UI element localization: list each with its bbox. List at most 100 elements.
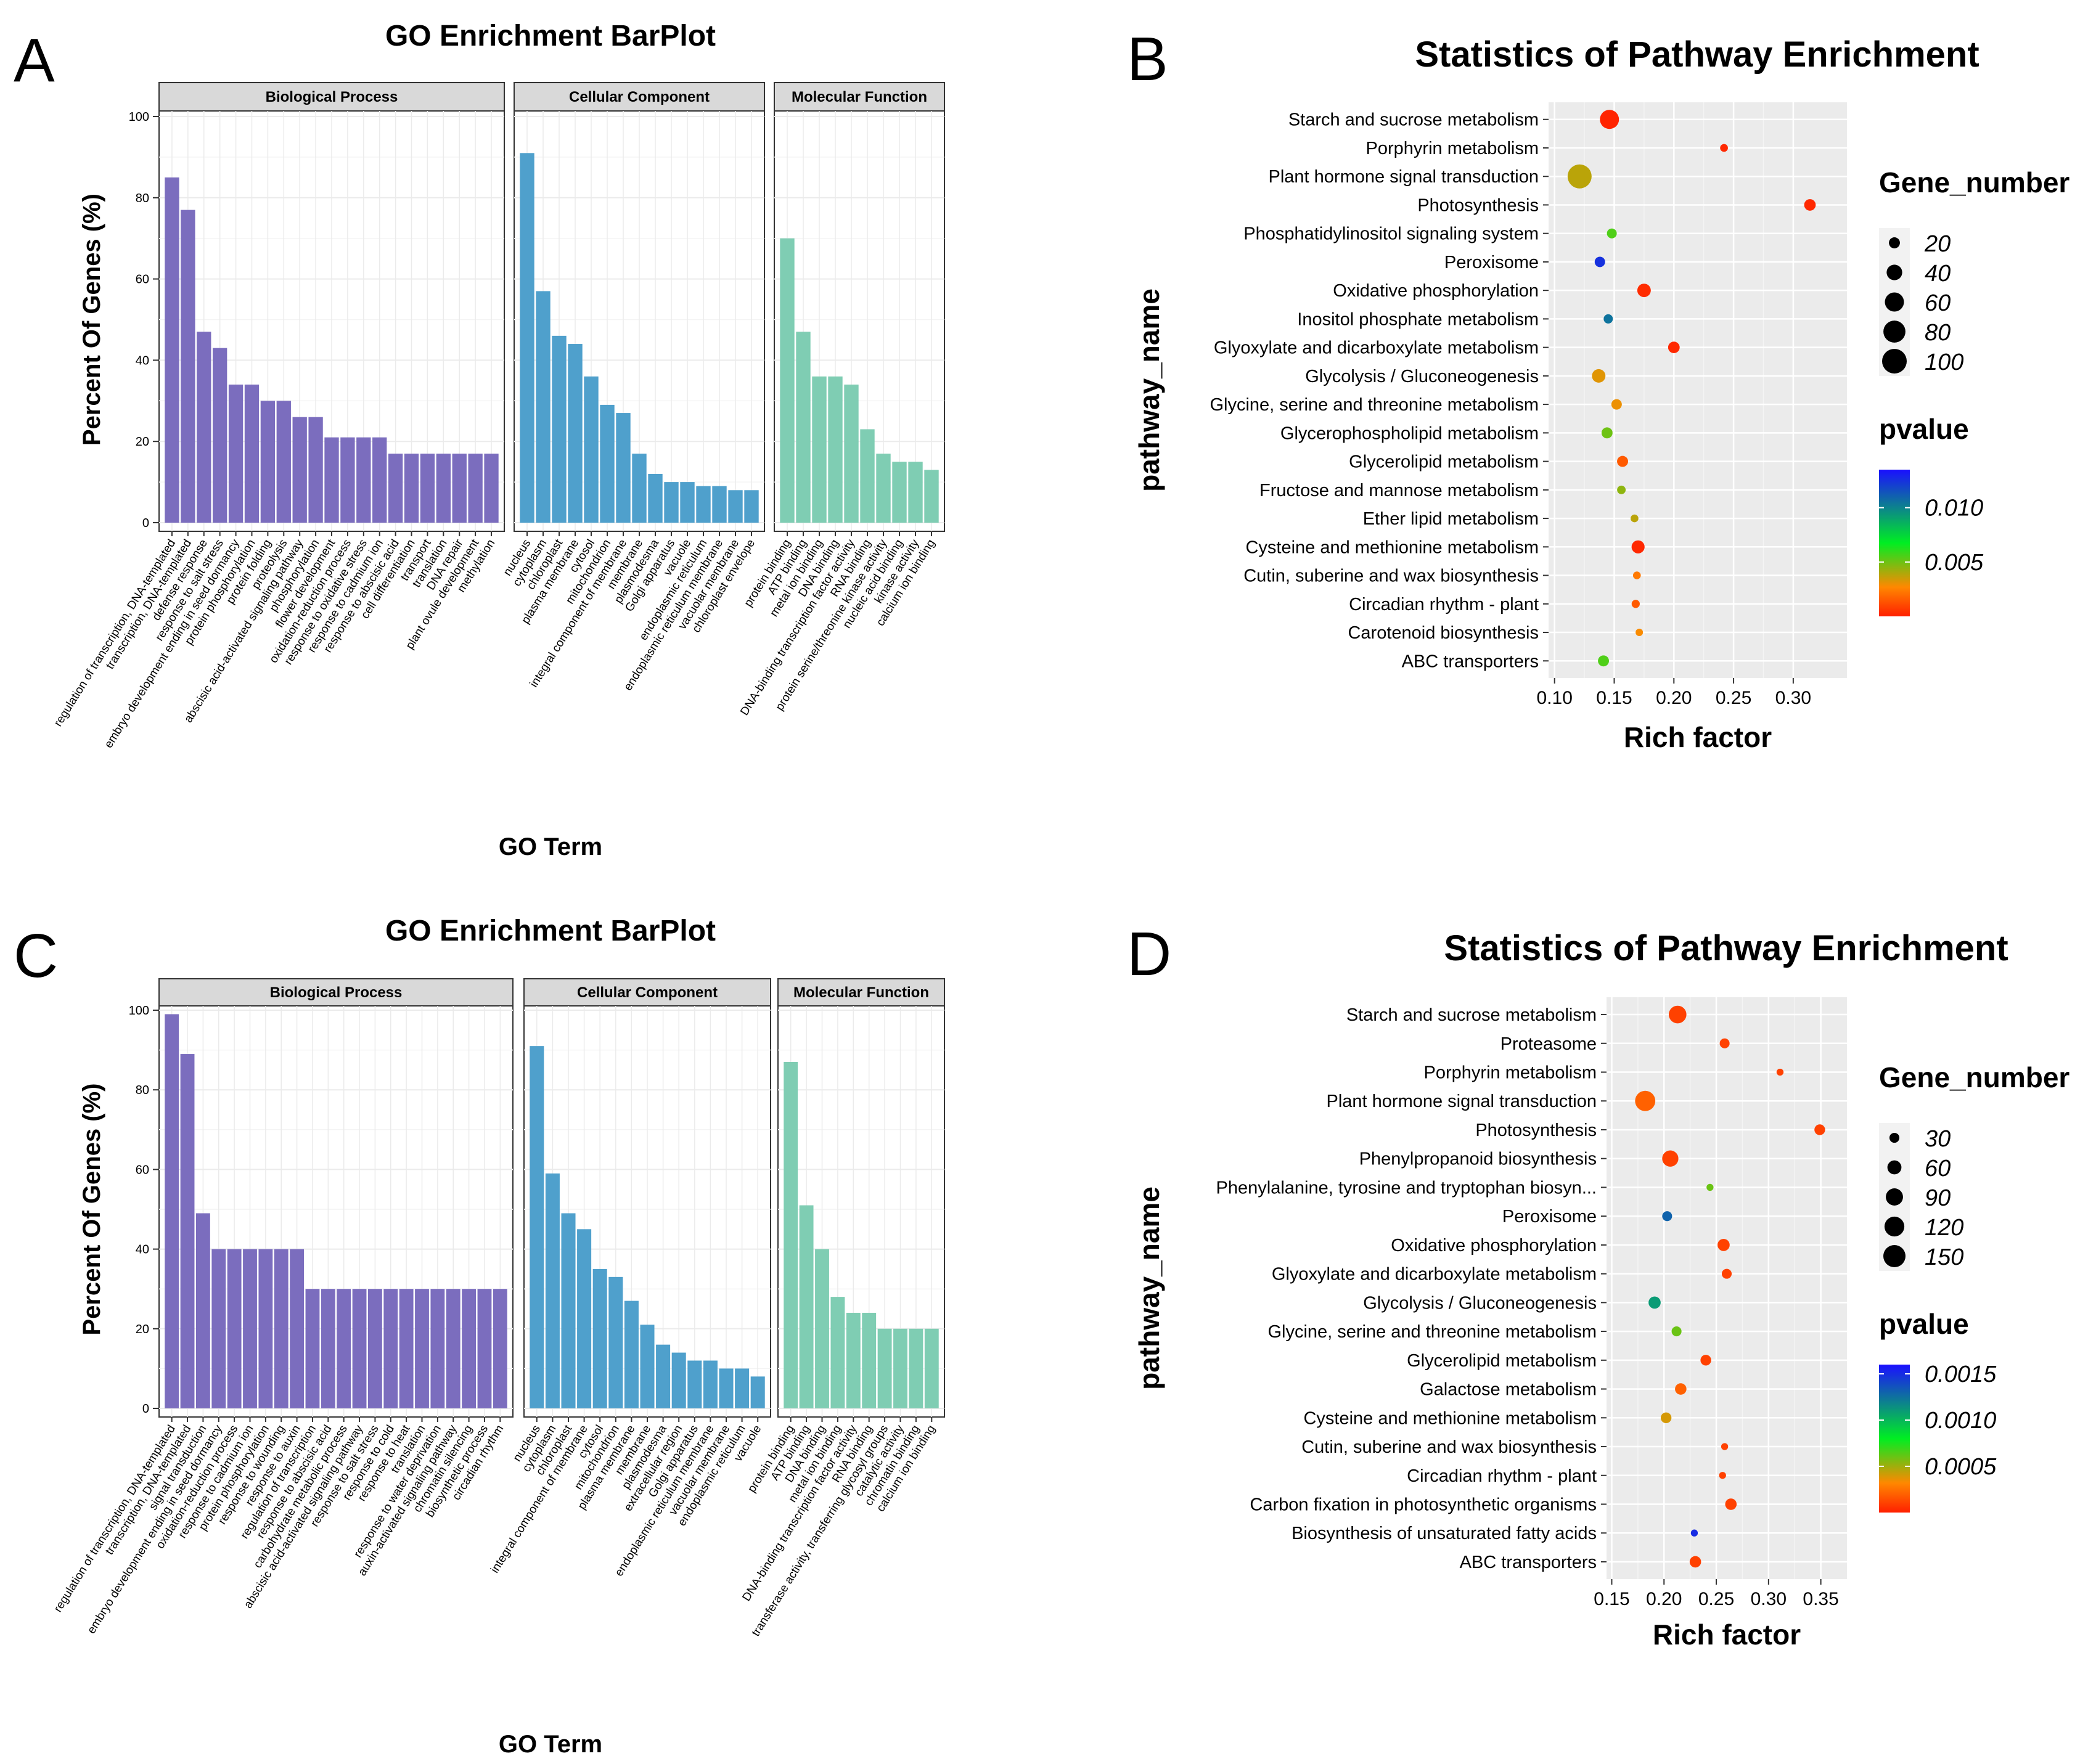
size-legend-dot [1883,321,1906,343]
bar [844,384,859,523]
panel-c-bar-chart: C GO Enrichment BarPlot Percent Of Genes (… [14,915,945,1758]
x-tick-label: 0.20 [1646,1589,1682,1609]
pathway-label: Photosynthesis [1475,1121,1597,1140]
bar [290,1249,305,1408]
x-axis-label: Rich factor [1653,1619,1801,1651]
bar [728,490,743,523]
bar [552,335,567,523]
pathway-label: Starch and sucrose metabolism [1346,1005,1597,1025]
pathway-label: Peroxisome [1502,1207,1597,1227]
y-tick-label: 60 [136,273,149,287]
chart-title: Statistics of Pathway Enrichment [1415,35,1979,75]
x-tick-label: 0.30 [1775,688,1811,708]
y-tick-label: 40 [136,354,149,367]
bar [648,473,663,523]
pathway-label: Ether lipid metabolism [1363,509,1539,529]
bar [383,1289,398,1408]
data-point [1648,1296,1661,1309]
facet-strip [774,82,945,112]
facet-strip-label: Cellular Component [577,984,718,1001]
facet-strip [777,978,945,1007]
bar [892,462,907,523]
data-point [1600,110,1619,129]
size-legend-dot [1889,1132,1900,1143]
bar [484,453,499,523]
data-point [1567,164,1592,189]
bar [600,404,615,523]
bar [274,1249,289,1408]
data-point [1631,514,1639,523]
size-legend-label: 150 [1925,1244,1963,1270]
bar [321,1289,335,1408]
panel-a-bar-chart: A GO Enrichment BarPlot Percent Of Genes (… [14,20,945,860]
pathway-label: Plant hormone signal transduction [1327,1092,1597,1111]
pathway-label: Phenylpropanoid biosynthesis [1359,1149,1597,1169]
y-axis-label: Percent Of Genes (%) [78,194,105,446]
x-tick-label: 0.20 [1656,688,1692,708]
pathway-label: Plant hormone signal transduction [1269,167,1539,187]
pathway-label: Glycine, serine and threonine metabolism [1210,395,1539,415]
bar [520,153,534,523]
bar [608,1276,623,1408]
y-tick-label: 40 [136,1243,149,1257]
bar [165,177,179,523]
bar [165,1014,179,1408]
bar [640,1325,655,1408]
data-point [1617,485,1626,494]
bar [462,1289,477,1408]
color-legend-bar [1879,470,1910,616]
size-legend-title: Gene_number [1879,166,2069,198]
bar [536,291,551,523]
data-point [1592,369,1606,383]
bar [197,332,211,523]
pathway-label: Glycerolipid metabolism [1349,452,1539,472]
bar [908,462,923,523]
y-axis-label: pathway_name [1133,288,1165,492]
data-point [1690,1529,1698,1537]
y-tick-label: 80 [136,192,149,205]
x-axis-label: Rich factor [1624,721,1772,753]
data-point [1776,1068,1784,1076]
pathway-label: Cysteine and methionine metabolism [1303,1408,1597,1428]
x-tick-label: 0.15 [1594,1589,1629,1609]
bar [696,486,711,523]
pathway-label: Fructose and mannose metabolism [1259,481,1539,500]
pathway-label: Cysteine and methionine metabolism [1245,537,1539,557]
size-legend-label: 20 [1924,231,1951,257]
size-legend-dot [1886,264,1902,280]
bar [656,1344,671,1408]
pathway-label: Porphyrin metabolism [1366,139,1539,158]
bar [388,453,403,523]
chart-title: GO Enrichment BarPlot [385,915,716,947]
size-legend-label: 120 [1925,1215,1963,1241]
pathway-label: Phosphatidylinositol signaling system [1243,224,1539,244]
bar [530,1046,544,1408]
bar [468,453,483,523]
color-legend-label: 0.0005 [1925,1454,1997,1480]
pathway-label: ABC transporters [1402,651,1539,671]
data-point [1675,1383,1687,1395]
bar [815,1249,829,1408]
y-tick-label: 60 [136,1163,149,1177]
pathway-label: Cutin, suberine and wax biosynthesis [1243,566,1539,586]
data-point [1719,1472,1726,1479]
size-legend-dot [1882,349,1907,374]
color-legend-bar [1879,1365,1910,1513]
pathway-label: Glycolysis / Gluconeogenesis [1363,1293,1597,1313]
data-point [1637,284,1651,298]
size-legend-label: 60 [1925,1156,1951,1182]
pathway-label: Biosynthesis of unsaturated fatty acids [1292,1524,1597,1543]
data-point [1721,1443,1729,1450]
pathway-label: Porphyrin metabolism [1424,1063,1597,1083]
bar [243,1249,257,1408]
data-point [1631,540,1645,553]
facet-strip [514,82,765,112]
pathway-label: Starch and sucrose metabolism [1288,110,1539,130]
facet-strip-label: Molecular Function [793,984,929,1001]
bar [372,437,387,523]
bar [258,1249,273,1408]
data-point [1706,1183,1714,1191]
